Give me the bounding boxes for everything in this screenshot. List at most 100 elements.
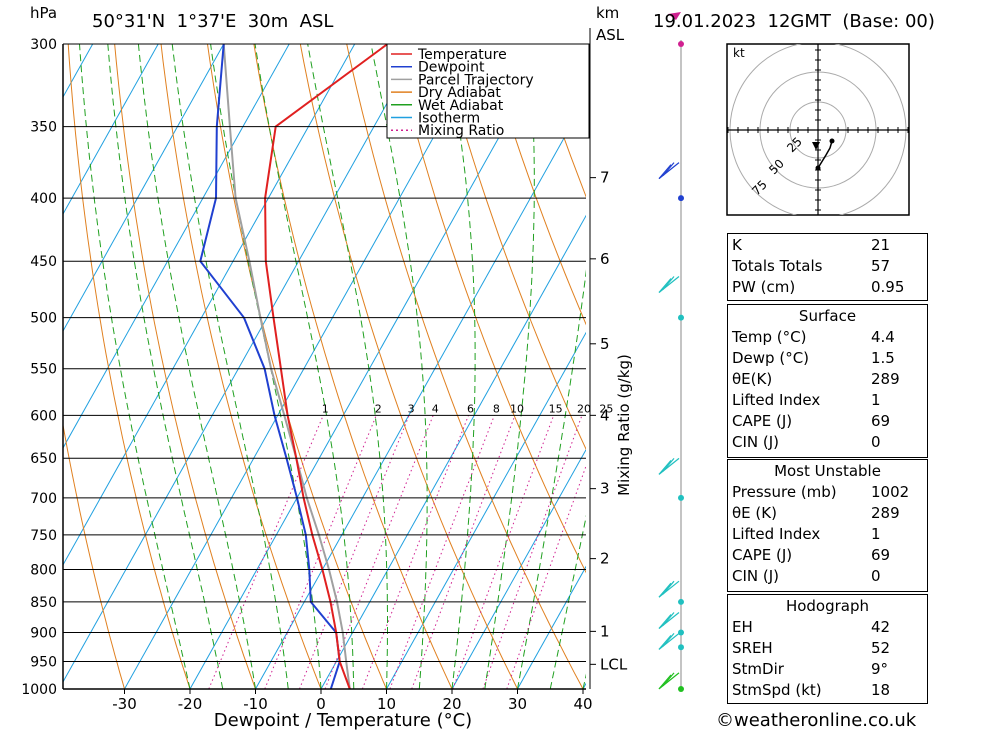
dry-adiabat bbox=[253, 44, 453, 689]
surface-title: Surface bbox=[798, 306, 857, 325]
surface-box: Surface Temp (°C) 4.4 Dewp (°C) 1.5 θE(K) 2… bbox=[727, 304, 928, 458]
surface-value: 1 bbox=[871, 390, 881, 409]
index-label: PW (cm) bbox=[732, 277, 796, 296]
x-tick-label: 10 bbox=[377, 695, 396, 713]
dry-adiabat bbox=[992, 35, 1000, 689]
mixing-ratio-label: 25 bbox=[599, 402, 613, 415]
table-row: CAPE (J) 69 bbox=[728, 544, 927, 565]
mu-value: 0 bbox=[871, 566, 881, 585]
mixing-ratio-line bbox=[264, 415, 377, 689]
x-tick-label: 30 bbox=[508, 695, 527, 713]
top-wind-flag bbox=[668, 12, 681, 20]
wind-level-dot bbox=[678, 629, 684, 636]
table-row: EH 42 bbox=[728, 616, 927, 637]
surface-label: θE(K) bbox=[732, 369, 773, 388]
index-value: 57 bbox=[871, 256, 891, 275]
hodo-label: SREH bbox=[732, 638, 773, 657]
isotherm-line bbox=[320, 214, 586, 689]
table-row: Lifted Index 1 bbox=[728, 389, 927, 410]
hodo-label: EH bbox=[732, 617, 753, 636]
mixing-ratio-label: 8 bbox=[493, 402, 500, 415]
legend-entry: Dewpoint bbox=[418, 60, 485, 76]
pressure-tick-label: 750 bbox=[30, 528, 57, 544]
km-tick-label: 6 bbox=[600, 250, 610, 268]
mu-label: θE (K) bbox=[732, 503, 777, 522]
dry-adiabat bbox=[945, 35, 1000, 689]
wind-level-dot bbox=[678, 314, 684, 321]
hodograph-stats-title: Hodograph bbox=[785, 596, 870, 615]
wind-level-dot bbox=[678, 644, 684, 651]
x-tick-label: 20 bbox=[442, 695, 461, 713]
mu-label: Lifted Index bbox=[732, 524, 821, 543]
km-tick-label: LCL bbox=[600, 655, 628, 673]
most-unstable-table: Most Unstable Pressure (mb) 1002 θE (K) 28… bbox=[728, 460, 927, 586]
mu-value: 1002 bbox=[871, 482, 910, 501]
table-row: Totals Totals 57 bbox=[728, 255, 927, 276]
mixing-ratio-label: 6 bbox=[467, 402, 474, 415]
wind-level-dot bbox=[678, 195, 684, 202]
header-km: km bbox=[596, 4, 620, 22]
index-label: Totals Totals bbox=[732, 256, 823, 275]
mixing-ratio-label: 3 bbox=[408, 402, 415, 415]
hodo-value: 18 bbox=[871, 680, 891, 699]
table-row: θE (K) 289 bbox=[728, 502, 927, 523]
index-label: K bbox=[732, 235, 742, 254]
hodo-value: 52 bbox=[871, 638, 891, 657]
header-datetime: 19.01.2023 12GMT (Base: 00) bbox=[653, 11, 935, 32]
dry-adiabat bbox=[114, 44, 256, 689]
x-axis-label: Dewpoint / Temperature (°C) bbox=[214, 710, 472, 731]
table-row: Temp (°C) 4.4 bbox=[728, 326, 927, 347]
pressure-tick-label: 650 bbox=[30, 451, 57, 467]
mu-value: 289 bbox=[871, 503, 900, 522]
legend-entry: Dry Adiabat bbox=[418, 85, 501, 101]
surface-value: 0 bbox=[871, 432, 881, 451]
dry-adiabat bbox=[439, 44, 586, 451]
hodograph-stats-box: Hodograph EH 42 SREH 52 StmDir 9° StmSpd (k… bbox=[727, 594, 928, 704]
isotherm-line bbox=[0, 44, 27, 689]
surface-value: 289 bbox=[871, 369, 900, 388]
km-tick-label: 2 bbox=[600, 550, 610, 568]
hodograph-point bbox=[815, 165, 821, 171]
wind-barb bbox=[658, 632, 680, 650]
km-tick-label: 4 bbox=[600, 406, 610, 424]
most-unstable-box: Most Unstable Pressure (mb) 1002 θE (K) 28… bbox=[727, 459, 928, 592]
x-tick-label: -20 bbox=[178, 695, 203, 713]
x-tick-label: 40 bbox=[573, 695, 592, 713]
isotherm-line bbox=[63, 44, 225, 332]
dry-adiabat bbox=[299, 44, 518, 689]
table-row: Hodograph bbox=[728, 595, 927, 616]
wind-level-dot bbox=[678, 598, 684, 605]
mu-value: 69 bbox=[871, 545, 891, 564]
wet-adiabat bbox=[582, 673, 586, 689]
wet-adiabat bbox=[549, 514, 586, 689]
table-row: CIN (J) 0 bbox=[728, 565, 927, 586]
mixing-ratio-line bbox=[299, 415, 410, 689]
isotherm-line bbox=[255, 97, 586, 689]
table-row: StmSpd (kt) 18 bbox=[728, 679, 927, 700]
pressure-tick-label: 500 bbox=[30, 311, 57, 327]
dry-adiabat bbox=[485, 44, 586, 326]
surface-label: CIN (J) bbox=[732, 432, 780, 451]
km-tick-label: 5 bbox=[600, 335, 610, 353]
pressure-tick-label: 900 bbox=[30, 626, 57, 642]
mu-label: CAPE (J) bbox=[732, 545, 793, 564]
header-asl: ASL bbox=[596, 26, 625, 44]
legend-entry: Mixing Ratio bbox=[418, 123, 504, 139]
wind-level-dot bbox=[678, 686, 684, 692]
isotherm-line bbox=[63, 44, 159, 216]
km-tick-label: 1 bbox=[600, 622, 610, 640]
isotherm-line bbox=[517, 565, 586, 689]
most-unstable-title: Most Unstable bbox=[774, 461, 881, 480]
wind-barb bbox=[658, 457, 680, 475]
table-row: CIN (J) 0 bbox=[728, 431, 927, 452]
isotherm-line bbox=[63, 44, 421, 683]
mixing-ratio-line bbox=[389, 415, 495, 689]
pressure-tick-label: 450 bbox=[30, 254, 57, 270]
mixing-ratio-label: 10 bbox=[510, 402, 524, 415]
table-row: θE(K) 289 bbox=[728, 368, 927, 389]
footer-credit[interactable]: ©weatheronline.co.uk bbox=[716, 710, 917, 731]
pressure-tick-label: 300 bbox=[30, 37, 57, 53]
